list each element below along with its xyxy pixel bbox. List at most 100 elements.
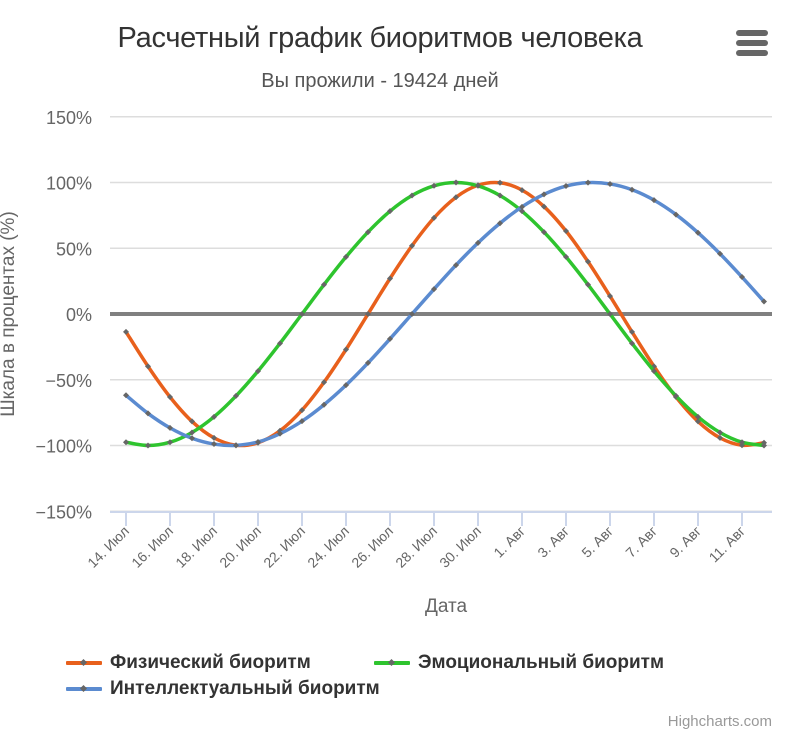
data-point-marker[interactable] (475, 239, 481, 246)
data-point-marker[interactable] (453, 179, 459, 186)
data-point-marker[interactable] (211, 434, 217, 441)
data-point-marker[interactable] (123, 392, 129, 399)
data-point-marker[interactable] (563, 253, 569, 260)
data-point-marker[interactable] (343, 253, 349, 260)
legend-line-icon (374, 656, 410, 670)
data-point-marker[interactable] (299, 311, 305, 317)
data-point-marker[interactable] (189, 429, 195, 436)
x-tick-label: 18. Июл (172, 523, 220, 571)
data-point-marker[interactable] (145, 442, 151, 449)
context-menu-button[interactable] (736, 30, 770, 60)
data-point-marker[interactable] (299, 418, 305, 425)
data-point-marker[interactable] (123, 439, 129, 446)
data-point-marker[interactable] (387, 335, 393, 342)
data-point-marker[interactable] (629, 328, 635, 335)
data-point-marker[interactable] (607, 311, 613, 317)
data-point-marker[interactable] (409, 311, 415, 317)
chart-subtitle: Вы прожили - 19424 дней (261, 70, 499, 92)
data-point-marker[interactable] (233, 442, 239, 449)
data-point-marker[interactable] (717, 429, 723, 436)
y-tick-label: −50% (45, 371, 92, 391)
y-tick-label: −100% (35, 437, 92, 457)
data-point-marker[interactable] (365, 229, 371, 236)
data-point-marker[interactable] (497, 192, 503, 199)
legend-item-emotional[interactable]: Эмоциональный биоритм (374, 652, 664, 674)
data-point-marker[interactable] (365, 311, 371, 317)
data-point-marker[interactable] (519, 203, 525, 210)
x-tick-label: 26. Июл (348, 523, 396, 571)
legend-item-physical[interactable]: Физический биоритм (66, 652, 311, 674)
data-point-marker[interactable] (497, 220, 503, 227)
data-point-marker[interactable] (607, 293, 613, 300)
data-point-marker[interactable] (453, 194, 459, 201)
data-point-marker[interactable] (585, 281, 591, 288)
data-point-marker[interactable] (585, 179, 591, 186)
data-point-marker[interactable] (497, 179, 503, 186)
y-tick-label: 100% (46, 174, 92, 194)
data-point-marker[interactable] (167, 424, 173, 431)
data-point-marker[interactable] (431, 214, 437, 221)
x-tick-label: 22. Июл (260, 523, 308, 571)
legend-item-intellectual[interactable]: Интеллектуальный биоритм (66, 678, 380, 700)
data-point-marker[interactable] (431, 286, 437, 293)
credits-link[interactable]: Highcharts.com (667, 713, 772, 730)
data-point-marker[interactable] (541, 229, 547, 236)
data-point-marker[interactable] (739, 274, 745, 281)
hamburger-menu-icon (736, 30, 768, 36)
data-point-marker[interactable] (321, 401, 327, 408)
data-point-marker[interactable] (761, 442, 767, 449)
data-point-marker[interactable] (409, 242, 415, 249)
data-point-marker[interactable] (673, 211, 679, 218)
data-point-marker[interactable] (651, 197, 657, 204)
data-point-marker[interactable] (651, 368, 657, 375)
data-point-marker[interactable] (277, 340, 283, 347)
data-point-marker[interactable] (453, 262, 459, 269)
x-tick-label: 20. Июл (216, 523, 264, 571)
data-point-marker[interactable] (563, 183, 569, 190)
data-point-marker[interactable] (299, 407, 305, 414)
data-point-marker[interactable] (695, 413, 701, 420)
data-point-marker[interactable] (233, 392, 239, 399)
data-point-marker[interactable] (607, 180, 613, 187)
data-point-marker[interactable] (717, 434, 723, 441)
data-point-marker[interactable] (343, 382, 349, 389)
data-point-marker[interactable] (189, 418, 195, 425)
data-point-marker[interactable] (145, 410, 151, 417)
data-point-marker[interactable] (343, 346, 349, 353)
data-point-marker[interactable] (211, 441, 217, 448)
data-point-marker[interactable] (277, 430, 283, 437)
data-point-marker[interactable] (475, 182, 481, 189)
data-point-marker[interactable] (387, 275, 393, 282)
series-1[interactable] (123, 179, 767, 449)
data-point-marker[interactable] (519, 187, 525, 194)
chart-title: Расчетный график биоритмов человека (117, 22, 643, 54)
legend-line-icon (66, 682, 102, 696)
data-point-marker[interactable] (409, 192, 415, 199)
data-point-marker[interactable] (387, 208, 393, 215)
data-point-marker[interactable] (585, 258, 591, 265)
series-2[interactable] (123, 179, 767, 449)
data-point-marker[interactable] (629, 340, 635, 347)
data-point-marker[interactable] (431, 182, 437, 189)
data-point-marker[interactable] (365, 359, 371, 366)
data-point-marker[interactable] (739, 439, 745, 446)
data-point-marker[interactable] (563, 228, 569, 235)
data-point-marker[interactable] (167, 439, 173, 446)
data-point-marker[interactable] (717, 250, 723, 257)
x-tick-label: 5. Авг (578, 523, 616, 561)
data-point-marker[interactable] (541, 191, 547, 198)
data-point-marker[interactable] (211, 413, 217, 420)
data-point-marker[interactable] (255, 438, 261, 445)
data-point-marker[interactable] (145, 363, 151, 370)
data-point-marker[interactable] (167, 393, 173, 400)
data-point-marker[interactable] (695, 229, 701, 236)
data-point-marker[interactable] (541, 203, 547, 210)
data-point-marker[interactable] (189, 435, 195, 442)
data-point-marker[interactable] (123, 328, 129, 335)
data-point-marker[interactable] (321, 379, 327, 386)
data-point-marker[interactable] (673, 392, 679, 399)
data-point-marker[interactable] (761, 298, 767, 305)
data-point-marker[interactable] (321, 281, 327, 288)
data-point-marker[interactable] (255, 368, 261, 375)
data-point-marker[interactable] (629, 186, 635, 193)
